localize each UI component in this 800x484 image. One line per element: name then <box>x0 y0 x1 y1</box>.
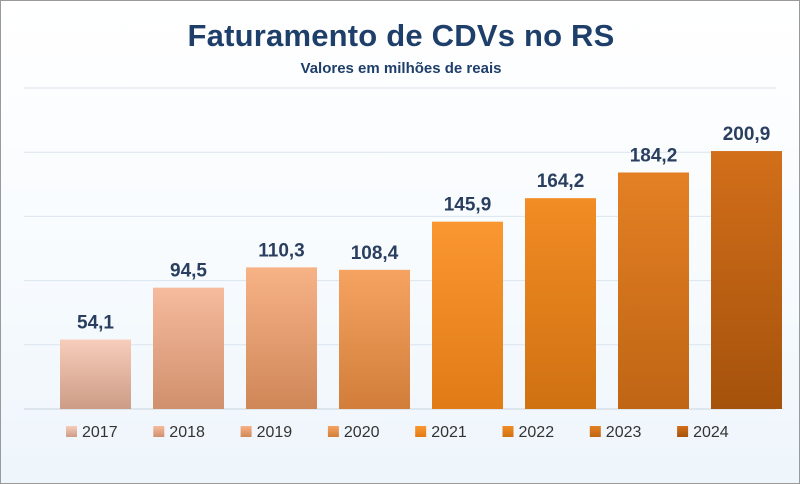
bars <box>60 151 782 409</box>
legend-label-2017: 2017 <box>82 424 118 441</box>
legend-swatch-2018 <box>153 426 165 437</box>
legend-label-2021: 2021 <box>431 424 467 441</box>
chart-title: Faturamento de CDVs no RS <box>187 18 615 53</box>
data-label-2023: 184,2 <box>630 145 678 166</box>
legend-swatch-2017 <box>66 426 77 437</box>
legend-label-2024: 2024 <box>693 424 729 441</box>
data-label-2021: 145,9 <box>444 195 492 216</box>
bar-2023 <box>618 172 689 409</box>
data-label-2018: 94,5 <box>170 261 207 282</box>
chart-subtitle: Valores em milhões de reais <box>300 60 502 77</box>
legend-swatch-2023 <box>589 426 601 437</box>
legend-swatch-2019 <box>240 426 252 437</box>
bar-2017 <box>60 339 131 409</box>
bar-2021 <box>432 221 503 409</box>
data-label-2019: 110,3 <box>258 240 305 261</box>
bar-2020 <box>339 269 410 409</box>
legend-swatch-2020 <box>327 426 339 437</box>
bar-2018 <box>153 287 224 409</box>
data-label-2020: 108,4 <box>351 243 399 264</box>
legend-swatch-2021 <box>415 426 427 437</box>
legend: 2017 2018 2019 2020 2021 2022 2023 2024 <box>66 424 729 441</box>
legend-label-2018: 2018 <box>169 424 205 441</box>
bar-2022 <box>525 198 596 409</box>
legend-label-2020: 2020 <box>344 424 380 441</box>
legend-swatch-2024 <box>677 426 689 437</box>
data-label-2017: 54,1 <box>77 313 114 334</box>
data-label-2022: 164,2 <box>537 171 585 192</box>
legend-label-2019: 2019 <box>257 424 293 441</box>
data-labels: 54,1 94,5 110,3 108,4 145,9 164,2 184,2 200,9 <box>77 124 770 333</box>
legend-swatch-2022 <box>502 426 514 437</box>
bar-2019 <box>246 267 317 409</box>
bar-2024 <box>711 151 782 409</box>
data-label-2024: 200,9 <box>723 124 771 145</box>
legend-label-2022: 2022 <box>519 424 555 441</box>
legend-label-2023: 2023 <box>606 424 642 441</box>
